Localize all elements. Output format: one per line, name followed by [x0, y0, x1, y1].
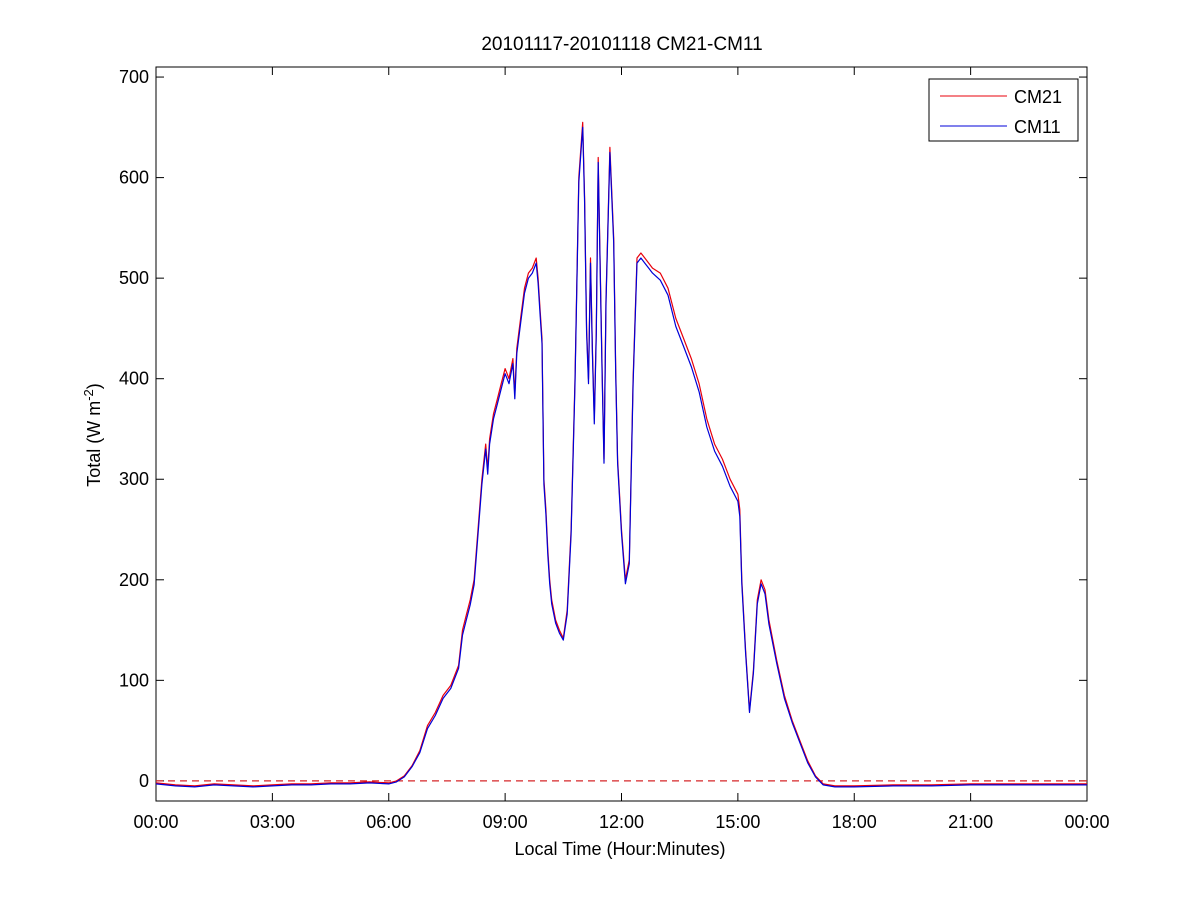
- legend-box: [928, 78, 1079, 142]
- legend-label-cm21: CM21: [1014, 87, 1062, 107]
- y-tick-label: 0: [139, 771, 149, 791]
- x-axis-label: Local Time (Hour:Minutes): [514, 839, 725, 859]
- y-axis-label-close: ): [84, 383, 104, 389]
- y-tick-label: 200: [119, 570, 149, 590]
- y-axis-label: Total (W m-2): [81, 383, 104, 487]
- y-tick-label: 700: [119, 67, 149, 87]
- chart-title: 20101117-20101118 CM21-CM11: [481, 34, 762, 55]
- legend-label-cm11: CM11: [1014, 117, 1061, 137]
- x-tick-label: 15:00: [715, 812, 760, 832]
- series-line-cm11: [155, 126, 1087, 788]
- y-axis-label-main: Total (W m: [84, 401, 104, 487]
- x-tick-label: 00:00: [1064, 812, 1109, 832]
- y-axis-label-superscript: -2: [81, 389, 96, 401]
- x-tick-label: 18:00: [832, 812, 877, 832]
- legend: CM21 CM11: [928, 78, 1079, 142]
- x-tick-label: 21:00: [948, 812, 993, 832]
- x-tick-label: 12:00: [599, 812, 644, 832]
- series-lines: [155, 121, 1087, 788]
- y-tick-label: 600: [119, 168, 149, 188]
- y-tick-label: 500: [119, 268, 149, 288]
- x-tick-label: 06:00: [366, 812, 411, 832]
- y-tick-label: 100: [119, 670, 149, 690]
- y-tick-label: 400: [119, 369, 149, 389]
- x-tick-label: 03:00: [250, 812, 295, 832]
- x-tick-label: 00:00: [133, 812, 178, 832]
- y-tick-label: 300: [119, 469, 149, 489]
- x-tick-label: 09:00: [483, 812, 528, 832]
- axis-ticks: 00:00 03:00 06:00 09:00 12:00 15:00 18:00 21:00…: [119, 67, 1110, 832]
